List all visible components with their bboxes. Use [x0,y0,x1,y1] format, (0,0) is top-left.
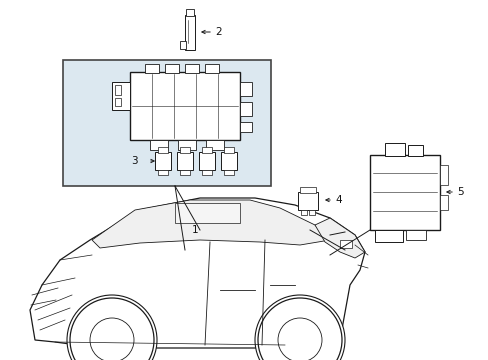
Bar [224,170,234,175]
Bar [184,64,199,73]
Text: 1: 1 [192,225,198,235]
Bar [205,140,224,150]
Bar [224,147,234,153]
Bar [369,155,439,230]
Bar [439,165,447,185]
Bar [112,82,130,110]
Bar [184,15,195,50]
Bar [299,187,315,193]
Bar [63,60,270,186]
Circle shape [90,318,134,360]
Bar [180,41,185,49]
Polygon shape [30,198,364,348]
Text: 3: 3 [131,156,138,166]
Bar [145,64,159,73]
Bar [439,195,447,210]
Bar [240,122,251,132]
Bar [115,85,121,95]
Bar [178,140,196,150]
Bar [240,102,251,116]
Bar [175,203,240,223]
Circle shape [70,298,154,360]
Polygon shape [314,218,364,258]
Bar [185,9,194,16]
Bar [158,170,168,175]
Bar [407,145,422,156]
Circle shape [258,298,341,360]
Bar [202,147,212,153]
Circle shape [254,295,345,360]
Bar [150,140,168,150]
Bar [164,64,179,73]
Text: 4: 4 [334,195,341,205]
Bar [204,64,219,73]
Circle shape [67,295,157,360]
Bar [115,98,121,106]
Bar [177,152,193,170]
Bar [180,170,190,175]
Bar [221,152,237,170]
Bar [405,230,425,240]
Bar [180,147,190,153]
Bar [308,210,314,215]
Bar [339,240,351,248]
Bar [130,72,240,140]
Text: 5: 5 [456,187,463,197]
Bar [374,230,402,242]
Bar [384,143,404,156]
Bar [202,170,212,175]
Bar [297,192,317,210]
Circle shape [278,318,321,360]
Polygon shape [92,200,329,248]
Bar [240,82,251,96]
Bar [301,210,306,215]
Text: 2: 2 [215,27,221,37]
Bar [199,152,215,170]
Bar [158,147,168,153]
Bar [155,152,171,170]
